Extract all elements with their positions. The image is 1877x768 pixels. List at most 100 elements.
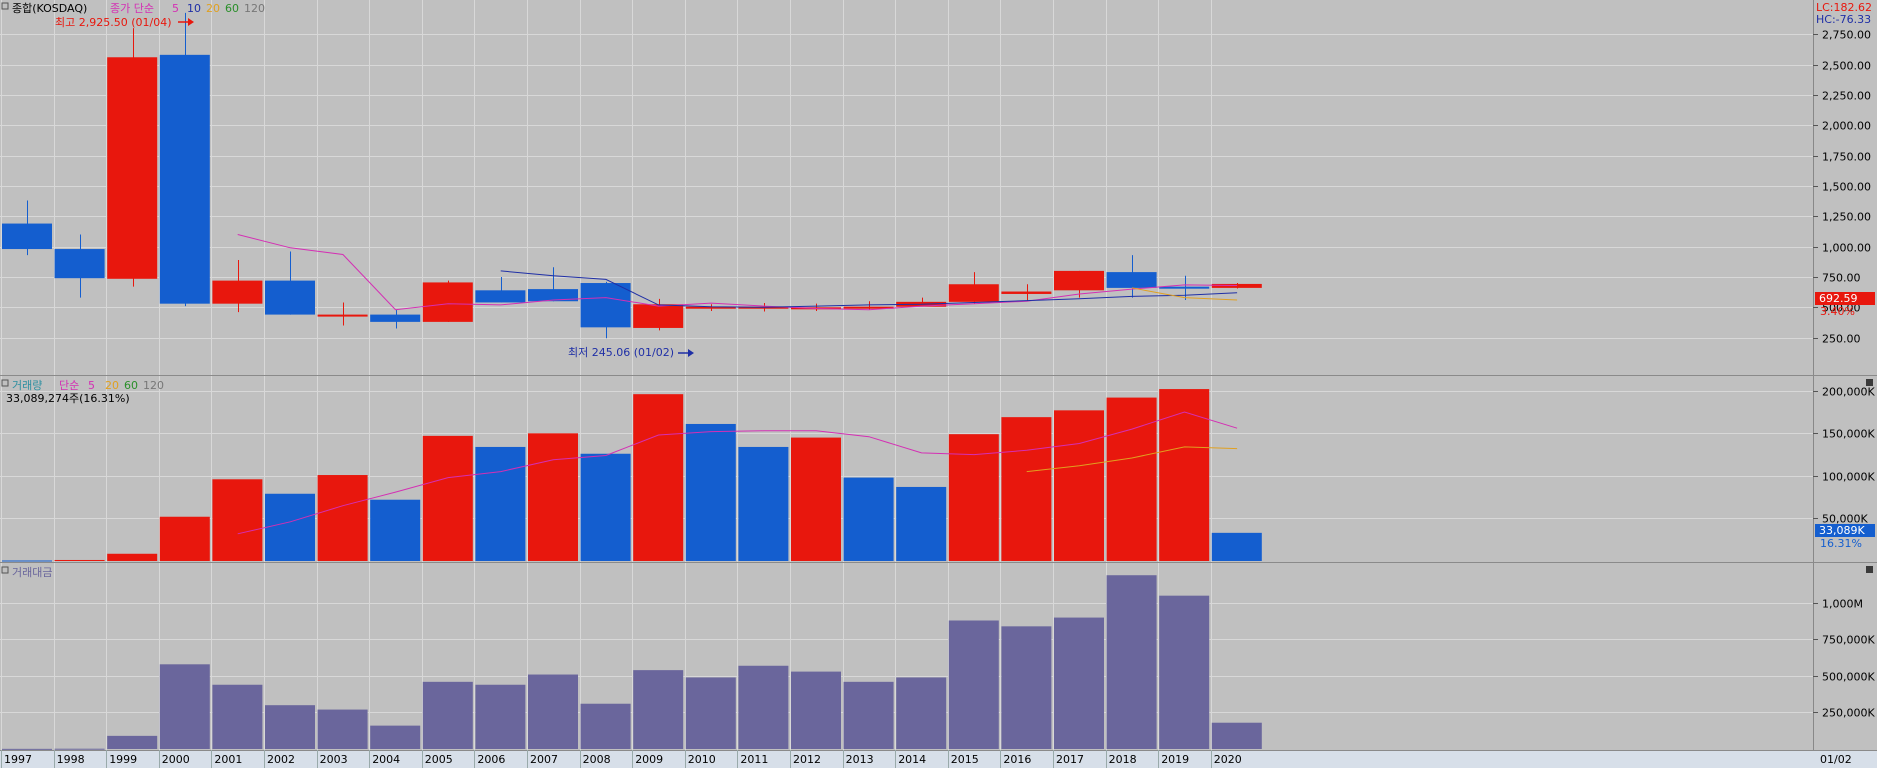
price-ma-label: 종가 단순: [110, 2, 154, 15]
volume-bar-2008[interactable]: [580, 453, 631, 561]
amount-bar-2009[interactable]: [633, 670, 684, 749]
amount-bar-2013[interactable]: [843, 681, 894, 749]
candle-2004[interactable]: [370, 314, 421, 322]
volume-bar-2003[interactable]: [317, 475, 368, 561]
volume-bar-2017[interactable]: [1054, 410, 1104, 561]
amount-bar-2008[interactable]: [580, 703, 631, 749]
volume-panel-menu-icon[interactable]: [1866, 379, 1873, 386]
volume-bar-2013[interactable]: [843, 477, 894, 561]
volume-bar-2015[interactable]: [948, 434, 999, 561]
volume-bar-2014[interactable]: [896, 486, 947, 561]
price-tick-label: 1,250.00: [1822, 211, 1871, 224]
volume-bar-2020[interactable]: [1211, 532, 1262, 561]
candle-2018[interactable]: [1106, 272, 1157, 288]
amount-bar-2010[interactable]: [685, 677, 736, 749]
amount-bar-2020[interactable]: [1211, 722, 1262, 749]
amount-bar-2011[interactable]: [738, 665, 789, 749]
chart-marks[interactable]: [2, 12, 1262, 750]
candle-1997[interactable]: [2, 223, 52, 250]
volume-tick-label: 150,000K: [1822, 428, 1875, 441]
candle-2007[interactable]: [528, 289, 578, 302]
x-tick-label: 2014: [898, 753, 926, 766]
candle-2006[interactable]: [475, 290, 526, 303]
candle-1999[interactable]: [107, 57, 158, 279]
x-tick-label: 2005: [425, 753, 453, 766]
volume-bar-1998[interactable]: [54, 559, 105, 561]
candle-2001[interactable]: [212, 280, 263, 304]
amount-bar-2002[interactable]: [265, 705, 315, 749]
price-panel-toggle-icon[interactable]: [1, 2, 9, 10]
candle-2009[interactable]: [633, 304, 684, 328]
ma-lines: [237, 234, 1238, 535]
amount-panel-toggle-icon[interactable]: [1, 566, 9, 574]
high-marker-arrow-icon: [178, 18, 194, 26]
candle-2008[interactable]: [580, 283, 631, 328]
amount-bar-1999[interactable]: [107, 735, 158, 749]
candle-2005[interactable]: [422, 282, 473, 322]
volume-ma5-line: [237, 411, 1238, 535]
x-tick-label: 2003: [320, 753, 348, 766]
low-marker-label: 최저 245.06 (01/02): [568, 346, 674, 359]
amount-bar-2000[interactable]: [159, 664, 210, 749]
volume-bar-2004[interactable]: [370, 499, 421, 561]
volume-bar-2010[interactable]: [685, 423, 736, 561]
amount-bar-2001[interactable]: [212, 684, 263, 749]
volume-bar-2016[interactable]: [1001, 417, 1052, 561]
x-tick-label: 2018: [1109, 753, 1137, 766]
candle-2003[interactable]: [317, 314, 368, 317]
x-tick-label: 2019: [1161, 753, 1189, 766]
amount-bar-1998[interactable]: [54, 748, 105, 750]
last-price-value: 692.59: [1819, 292, 1858, 305]
amount-bar-1997[interactable]: [2, 748, 52, 750]
candle-2010[interactable]: [685, 306, 736, 309]
amount-bar-2005[interactable]: [422, 681, 473, 749]
amount-bar-2017[interactable]: [1054, 617, 1104, 749]
volume-ma20-line: [1026, 446, 1238, 473]
amount-bar-2019[interactable]: [1159, 595, 1210, 749]
candle-2000[interactable]: [159, 54, 210, 304]
x-tick-label: 1997: [4, 753, 32, 766]
amount-bar-2006[interactable]: [475, 684, 526, 749]
volume-bar-2009[interactable]: [633, 394, 684, 561]
volume-ma-60: 60: [124, 379, 138, 392]
volume-bar-1997[interactable]: [2, 560, 52, 562]
volume-bar-2006[interactable]: [475, 446, 526, 561]
last-volume-value: 33,089K: [1819, 524, 1865, 537]
candle-2002[interactable]: [265, 280, 315, 315]
volume-ma-20: 20: [105, 379, 119, 392]
volume-bar-2002[interactable]: [265, 493, 315, 561]
x-axis-bar: [0, 750, 1877, 768]
candle-2019[interactable]: [1159, 286, 1210, 289]
volume-bar-2011[interactable]: [738, 446, 789, 561]
volume-bar-2007[interactable]: [528, 433, 578, 561]
amount-bar-2004[interactable]: [370, 725, 421, 749]
price-tick-label: 2,250.00: [1822, 90, 1871, 103]
candle-2013[interactable]: [843, 306, 894, 309]
amount-tick-label: 1,000M: [1822, 598, 1863, 611]
amount-bar-2018[interactable]: [1106, 575, 1157, 749]
amount-panel-menu-icon[interactable]: [1866, 566, 1873, 573]
amount-bar-2015[interactable]: [948, 620, 999, 749]
volume-bar-2012[interactable]: [791, 437, 841, 561]
volume-bar-1999[interactable]: [107, 553, 158, 561]
price-tick-label: 1,750.00: [1822, 151, 1871, 164]
amount-bar-2016[interactable]: [1001, 626, 1052, 749]
candle-2017[interactable]: [1054, 270, 1104, 291]
volume-bar-2005[interactable]: [422, 435, 473, 561]
amount-bar-2007[interactable]: [528, 674, 578, 749]
candle-2016[interactable]: [1001, 291, 1052, 294]
volume-bar-2001[interactable]: [212, 479, 263, 561]
volume-bar-2019[interactable]: [1159, 389, 1210, 561]
last-price-badge: [1815, 292, 1875, 305]
price-tick-label: 1,500.00: [1822, 181, 1871, 194]
amount-bar-2003[interactable]: [317, 709, 368, 749]
volume-bar-2018[interactable]: [1106, 397, 1157, 561]
volume-bar-2000[interactable]: [159, 516, 210, 561]
candle-1998[interactable]: [54, 249, 105, 279]
volume-panel-toggle-icon[interactable]: [1, 379, 9, 387]
amount-bar-2014[interactable]: [896, 677, 947, 749]
candle-2015[interactable]: [948, 284, 999, 302]
amount-bar-2012[interactable]: [791, 671, 841, 749]
